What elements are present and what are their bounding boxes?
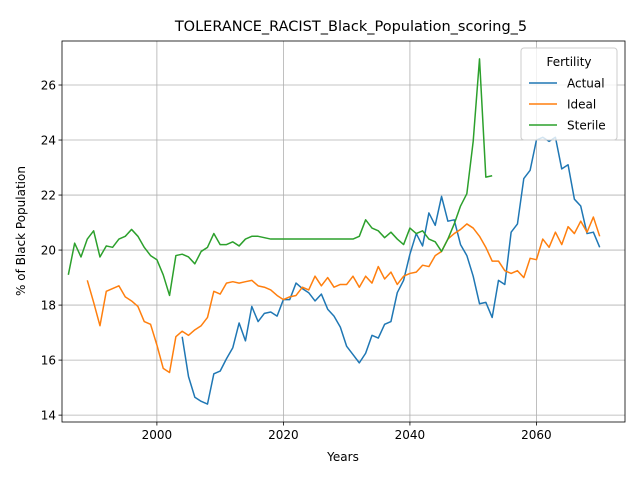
x-tick-label: 2040: [395, 428, 426, 442]
plot-frame: [61, 40, 626, 423]
legend: Fertility Actual Ideal Sterile: [520, 47, 618, 141]
y-tick-label: 26: [41, 79, 56, 93]
y-tick-label: 14: [41, 409, 56, 423]
chart-title: TOLERANCE_RACIST_Black_Population_scorin…: [174, 19, 527, 35]
y-axis-label: % of Black Population: [14, 166, 28, 296]
x-axis-ticks: 2000 2020 2040 2060: [142, 422, 552, 442]
legend-box: [520, 47, 618, 141]
series-lines: [67, 58, 601, 405]
legend-entries: Actual Ideal Sterile: [529, 77, 606, 133]
x-tick-label: 2020: [268, 428, 299, 442]
y-tick-label: 24: [41, 134, 56, 148]
x-tick-label: 2060: [521, 428, 552, 442]
legend-label-ideal: Ideal: [567, 98, 596, 112]
series-line-sterile: [67, 58, 493, 297]
y-tick-label: 18: [41, 299, 56, 313]
y-tick-label: 22: [41, 189, 56, 203]
legend-label-actual: Actual: [567, 77, 605, 91]
legend-title: Fertility: [546, 55, 591, 69]
series-line-actual: [181, 136, 601, 405]
series-line-ideal: [86, 216, 601, 374]
legend-label-sterile: Sterile: [567, 119, 606, 133]
y-tick-label: 16: [41, 354, 56, 368]
x-tick-label: 2000: [142, 428, 173, 442]
y-tick-label: 20: [41, 244, 56, 258]
x-axis-label: Years: [326, 450, 359, 464]
y-axis-ticks: 14 16 18 20 22 24 26: [41, 79, 62, 423]
